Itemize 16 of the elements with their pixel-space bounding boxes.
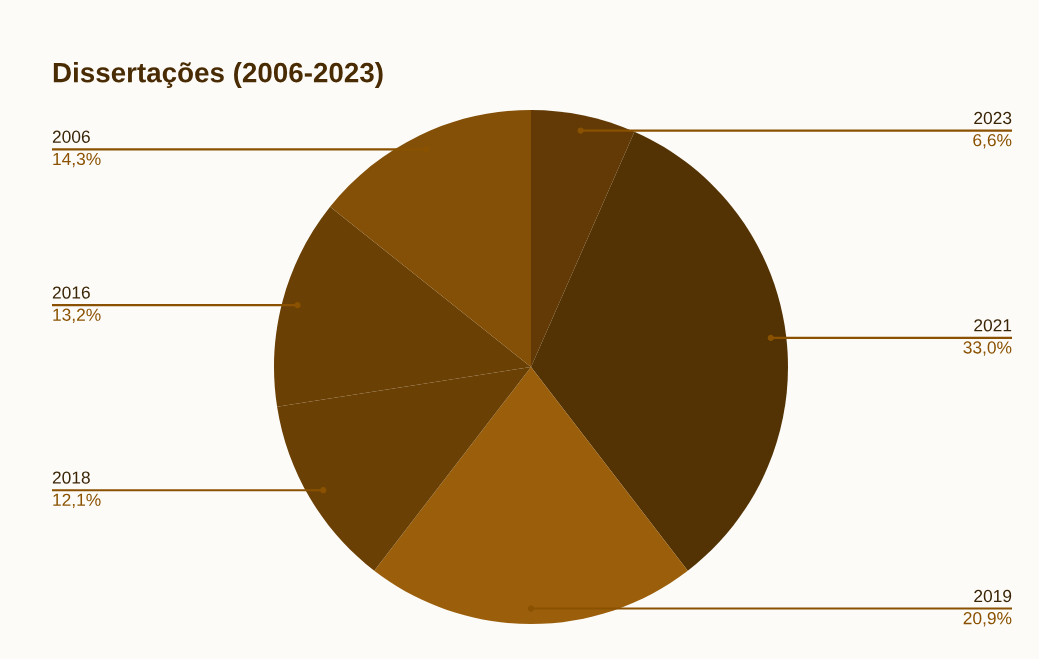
data-label: 33,0% <box>963 341 1012 356</box>
pie-slice <box>374 367 688 624</box>
slice-label: 2019 <box>974 589 1012 603</box>
slice-label: 2021 <box>974 319 1012 332</box>
slice-label: 2006 <box>52 130 90 143</box>
pie-slice <box>531 131 788 571</box>
slice-label: 2016 <box>52 286 90 299</box>
pie-slice <box>531 110 635 367</box>
data-label: 20,9% <box>963 612 1012 627</box>
slice-label: 2023 <box>974 111 1012 125</box>
slice-label: 2018 <box>52 471 90 484</box>
chart-title: Dissertações (2006-2023) <box>53 62 383 88</box>
data-label: 13,2% <box>53 308 101 323</box>
data-label: 6,6% <box>973 134 1012 149</box>
data-label: 12,1% <box>53 493 101 508</box>
data-label: 14,3% <box>53 152 101 168</box>
